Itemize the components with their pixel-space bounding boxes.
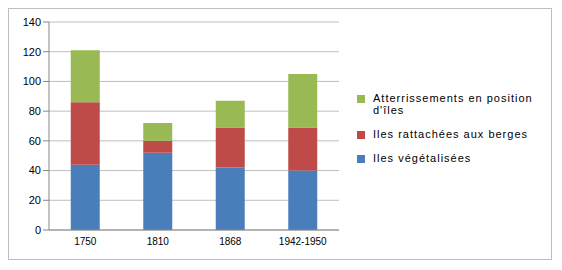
html-text:Iles rattachées aux berges: Iles rattachées aux berges: [373, 128, 528, 140]
svg-text:1868: 1868: [219, 236, 242, 247]
svg-text:1942-1950: 1942-1950: [279, 236, 327, 247]
svg-text:120: 120: [23, 46, 41, 58]
svg-text:60: 60: [29, 135, 41, 147]
svg-text:100: 100: [23, 75, 41, 87]
svg-text:20: 20: [29, 194, 41, 206]
svg-text:1750: 1750: [74, 236, 97, 247]
html-text:Atterrissements en position d': Atterrissements en position d'îles: [373, 92, 533, 116]
svg-text:0: 0: [35, 224, 41, 236]
svg-text:80: 80: [29, 105, 41, 117]
html-text:Iles végétalisées: Iles végétalisées: [373, 152, 472, 164]
svg-text:40: 40: [29, 164, 41, 176]
svg-text:140: 140: [23, 16, 41, 28]
svg-text:1810: 1810: [147, 236, 170, 247]
